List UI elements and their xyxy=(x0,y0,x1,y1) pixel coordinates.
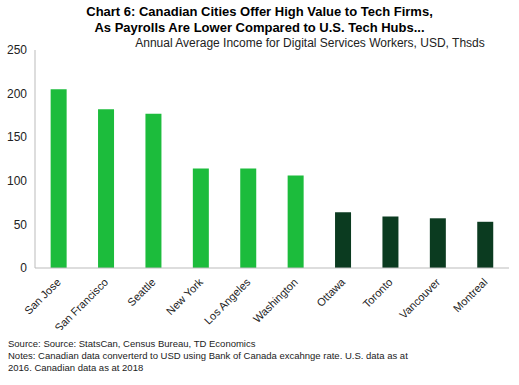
svg-text:Ottawa: Ottawa xyxy=(314,275,348,309)
svg-text:Washington: Washington xyxy=(251,276,300,325)
svg-text:New York: New York xyxy=(164,275,206,317)
html-text:Annual Average Income for Digi: Annual Average Income for Digital Servic… xyxy=(135,36,485,50)
svg-text:Toronto: Toronto xyxy=(360,276,394,310)
html-text:Notes: Canadian data converter: Notes: Canadian data converterd to USD u… xyxy=(8,350,408,373)
svg-text:San Francisco: San Francisco xyxy=(52,276,110,330)
svg-text:Vancouver: Vancouver xyxy=(397,276,442,321)
svg-text:0: 0 xyxy=(20,261,27,275)
svg-text:Los Angeles: Los Angeles xyxy=(202,275,253,326)
svg-text:150: 150 xyxy=(8,130,27,144)
svg-text:100: 100 xyxy=(8,174,27,188)
svg-text:Montreal: Montreal xyxy=(451,276,490,315)
svg-text:San Jose: San Jose xyxy=(22,276,63,317)
svg-text:50: 50 xyxy=(14,218,28,232)
svg-text:200: 200 xyxy=(8,87,27,101)
html-text:Chart 6: Canadian Cities Offer: Chart 6: Canadian Cities Offer High Valu… xyxy=(86,4,433,35)
svg-text:Seattle: Seattle xyxy=(125,276,158,309)
html-text:Source: Source: StatsCan, Cens: Source: Source: StatsCan, Census Bureau,… xyxy=(8,338,256,349)
svg-text:250: 250 xyxy=(8,43,27,57)
